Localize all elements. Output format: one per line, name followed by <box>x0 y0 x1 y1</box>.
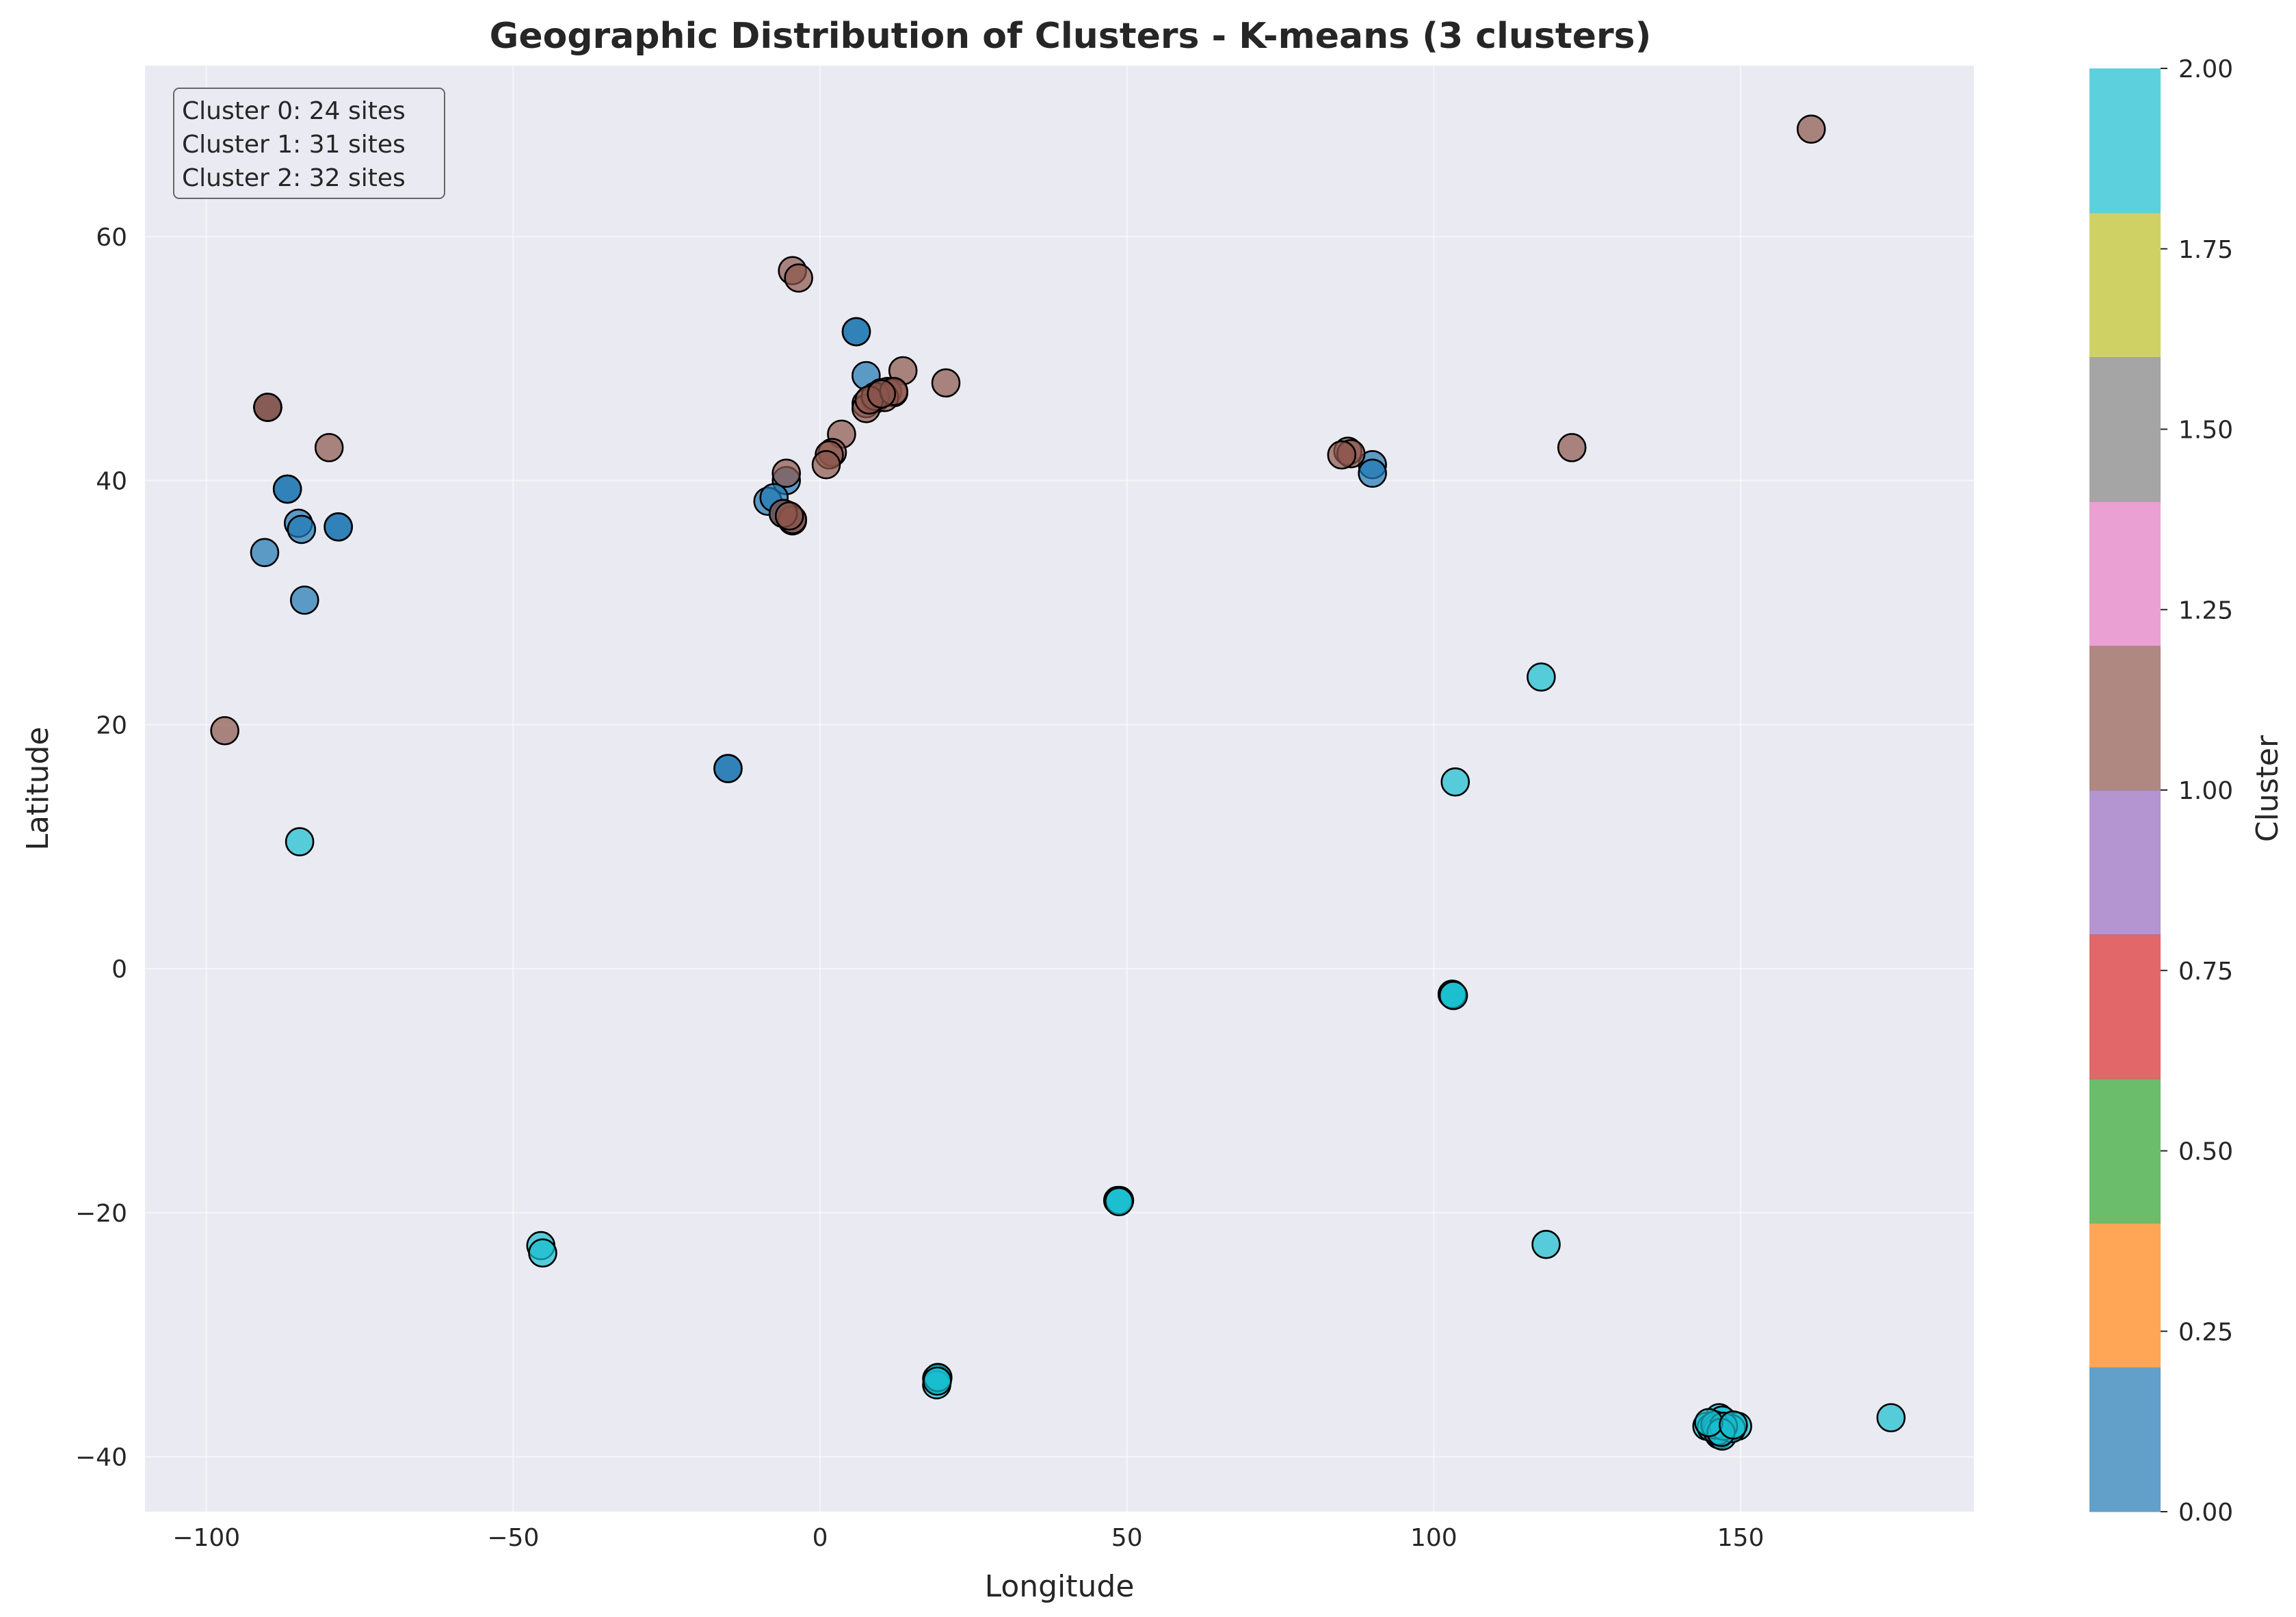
colorbar-tick-labels: 0.00 0.25 0.50 0.75 1.00 1.25 1.50 1.75 2.00 <box>2161 55 2233 1527</box>
cluster-0-point <box>250 538 280 568</box>
cluster-1-point <box>811 450 841 479</box>
colorbar-label: Cluster <box>2250 735 2285 842</box>
colorbar-segment <box>2089 1367 2161 1512</box>
cluster-2-point <box>1718 1410 1748 1440</box>
cluster-2-point <box>1531 1230 1561 1259</box>
colorbar-tick-label: 0.00 <box>2178 1499 2233 1527</box>
colorbar-segment <box>2089 790 2161 935</box>
cluster-0-point <box>272 474 302 504</box>
x-tick-label: 0 <box>813 1524 828 1552</box>
y-tick-label: 40 <box>96 468 127 496</box>
colorbar-segment <box>2089 501 2161 646</box>
chart-title: Geographic Distribution of Clusters - K-… <box>490 16 1652 57</box>
legend-line-cluster-1: Cluster 1: 31 sites <box>182 131 406 159</box>
y-tick-label: −20 <box>75 1200 127 1228</box>
cluster-1-point <box>1796 114 1826 144</box>
cluster-1-point <box>314 433 344 462</box>
colorbar-tick-label: 1.00 <box>2178 777 2233 805</box>
colorbar-segment <box>2089 1223 2161 1368</box>
y-tick-label: −40 <box>75 1444 127 1472</box>
cluster-2-point <box>1440 767 1470 797</box>
x-tick-labels: −100 −50 0 50 100 150 <box>172 1524 1764 1552</box>
colorbar-segment <box>2089 1079 2161 1224</box>
colorbar-tick-label: 1.50 <box>2178 417 2233 445</box>
gridlines <box>145 66 1974 1512</box>
colorbar-segment <box>2089 934 2161 1079</box>
plot-area <box>145 66 1974 1512</box>
x-tick-label: 100 <box>1410 1524 1457 1552</box>
cluster-1-point <box>771 458 801 488</box>
x-tick-label: −50 <box>487 1524 539 1552</box>
cluster-0-point <box>287 514 317 544</box>
x-tick-label: 50 <box>1111 1524 1143 1552</box>
cluster-0-point <box>1358 458 1387 488</box>
cluster-2-point <box>1694 1408 1724 1438</box>
cluster-1-point <box>1557 433 1587 462</box>
cluster-0-point <box>713 754 743 783</box>
colorbar-segment <box>2089 357 2161 502</box>
cluster-1-point <box>867 379 897 409</box>
x-axis-label: Longitude <box>985 1569 1135 1604</box>
cluster-0-point <box>841 317 871 347</box>
cluster-1-point <box>931 368 961 398</box>
y-tick-label: 20 <box>96 711 127 739</box>
cluster-0-point <box>324 512 353 542</box>
cluster-2-point <box>1438 981 1468 1010</box>
colorbar-segment <box>2089 213 2161 358</box>
cluster-0-point <box>290 586 319 615</box>
colorbar-tick-label: 1.25 <box>2178 596 2233 625</box>
y-axis-label: Latitude <box>21 726 55 850</box>
colorbar-segment <box>2089 68 2161 213</box>
cluster-2-point <box>285 827 315 856</box>
x-tick-label: 150 <box>1717 1524 1765 1552</box>
y-tick-label: 0 <box>111 956 127 984</box>
x-tick-label: −100 <box>172 1524 240 1552</box>
cluster-count-legend: Cluster 0: 24 sites Cluster 1: 31 sites … <box>173 88 445 199</box>
cluster-2-point <box>923 1366 952 1396</box>
cluster-1-point <box>774 501 804 531</box>
cluster-1-point <box>1327 440 1357 470</box>
cluster-2-point <box>1876 1403 1906 1432</box>
legend-line-cluster-2: Cluster 2: 32 sites <box>182 164 406 192</box>
colorbar-tick-label: 2.00 <box>2178 55 2233 83</box>
data-points <box>210 114 1906 1451</box>
colorbar-tick-label: 0.50 <box>2178 1138 2233 1166</box>
colorbar <box>2089 68 2161 1512</box>
cluster-1-point <box>784 263 813 293</box>
colorbar-tick-label: 0.75 <box>2178 958 2233 986</box>
cluster-1-point <box>210 715 239 746</box>
colorbar-segment <box>2089 646 2161 791</box>
cluster-2-point <box>1104 1187 1134 1217</box>
legend-line-cluster-0: Cluster 0: 24 sites <box>182 97 406 125</box>
colorbar-tick-label: 1.75 <box>2178 236 2233 264</box>
y-tick-labels: −40 −20 0 20 40 60 <box>75 224 127 1472</box>
colorbar-tick-label: 0.25 <box>2178 1318 2233 1346</box>
cluster-2-point <box>528 1238 557 1268</box>
cluster-2-point <box>1527 662 1556 692</box>
cluster-1-point <box>253 393 282 422</box>
y-tick-label: 60 <box>96 224 127 252</box>
legend-box <box>173 88 445 199</box>
